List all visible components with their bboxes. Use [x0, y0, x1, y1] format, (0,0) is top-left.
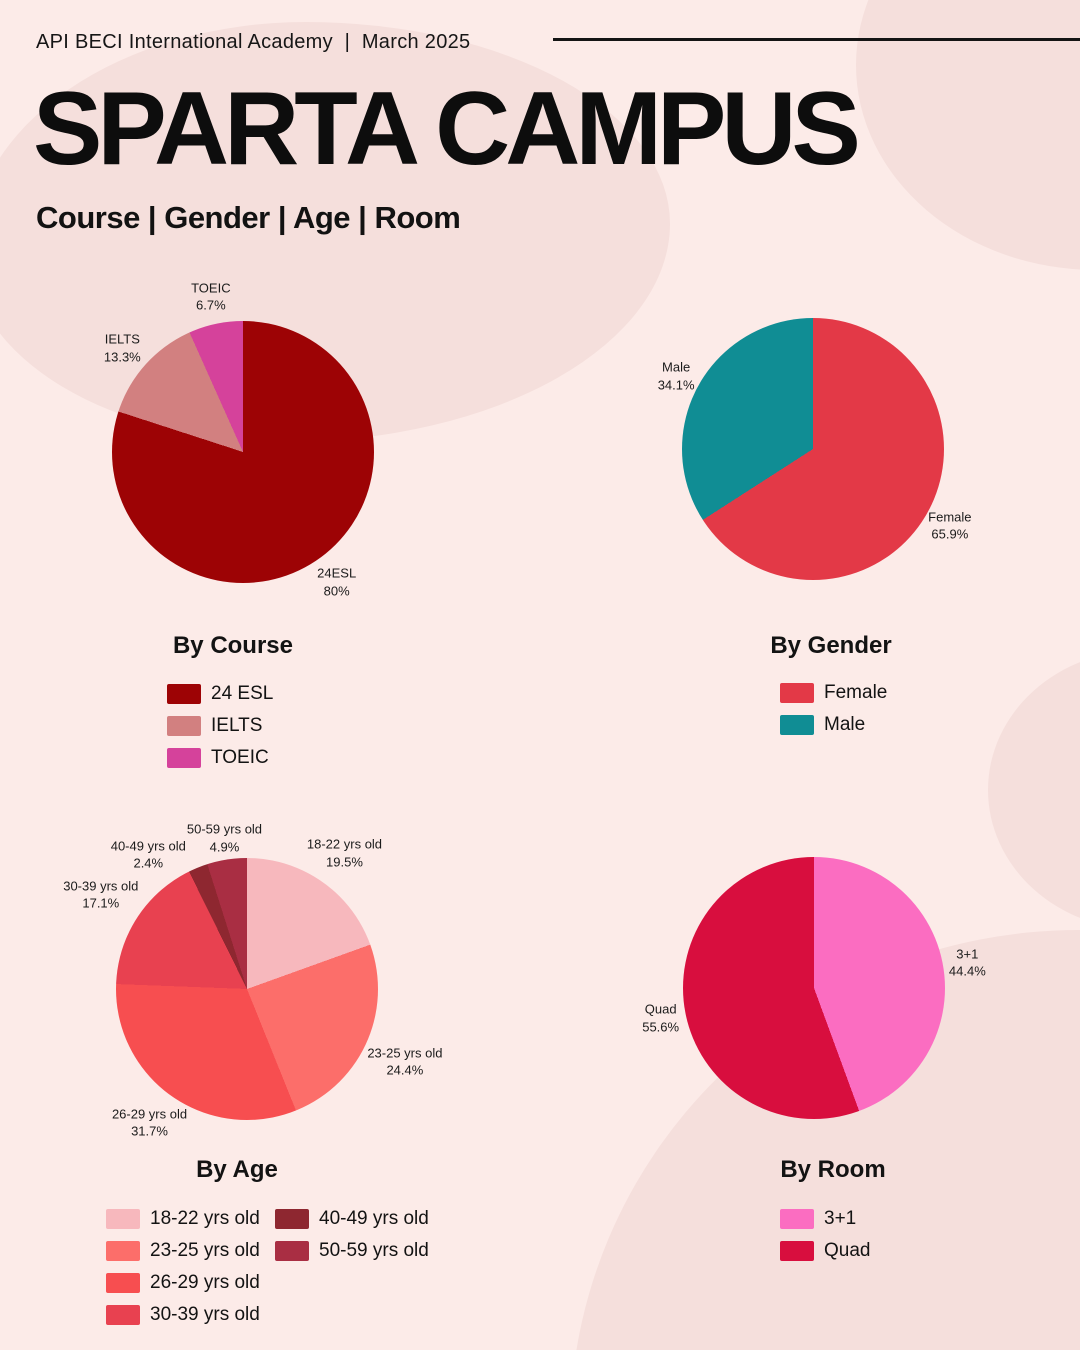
pie-label-name: 30-39 yrs old: [63, 878, 139, 894]
legend-swatch-female: [780, 683, 814, 703]
legend-swatch-toeic: [167, 748, 201, 768]
legend-label-50-59-yrs-old: 50-59 yrs old: [319, 1240, 429, 1261]
legend-item-ielts: IELTS: [167, 710, 387, 742]
pie-label-name: Female: [928, 509, 972, 525]
pie-by-gender: [682, 318, 944, 580]
legend-by-course: 24 ESL IELTS TOEIC: [167, 678, 387, 774]
pie-label-50-59-yrs-old: 50-59 yrs old 4.9%: [187, 820, 262, 855]
legend-swatch-50-59-yrs-old: [275, 1241, 309, 1261]
legend-by-age: 18-22 yrs old 23-25 yrs old 26-29 yrs old 3…: [106, 1203, 444, 1331]
pie-label-percent: 80%: [323, 582, 350, 598]
legend-item-male: Male: [780, 709, 1000, 741]
pie-label-female: Female 65.9%: [928, 508, 971, 543]
page-subtitle: Course | Gender | Age | Room: [36, 200, 461, 235]
chart-title-by-age: By Age: [196, 1156, 278, 1183]
legend-label-40-49-yrs-old: 40-49 yrs old: [319, 1208, 429, 1229]
pie-label-quad: Quad 55.6%: [642, 1001, 679, 1036]
legend-swatch-23-25-yrs-old: [106, 1241, 140, 1261]
legend-label-toeic: TOEIC: [211, 747, 269, 768]
pie-label-percent: 24.4%: [386, 1062, 424, 1078]
legend-label-24-esl: 24 ESL: [211, 683, 274, 704]
pie-label-percent: 2.4%: [133, 855, 164, 871]
legend-item-26-29-yrs-old: 26-29 yrs old: [106, 1267, 275, 1299]
pie-label-percent: 34.1%: [657, 377, 695, 393]
legend-swatch-40-49-yrs-old: [275, 1209, 309, 1229]
legend-label-18-22-yrs-old: 18-22 yrs old: [150, 1208, 260, 1229]
legend-item-24-esl: 24 ESL: [167, 678, 387, 710]
pie-label-26-29-yrs-old: 26-29 yrs old 31.7%: [112, 1105, 187, 1140]
background-blob-bottom-right: [570, 930, 1080, 1350]
pie-label-name: Male: [662, 359, 691, 375]
pie-label-name: 26-29 yrs old: [111, 1105, 188, 1121]
pie-label-percent: 55.6%: [642, 1019, 680, 1035]
legend-swatch-ielts: [167, 716, 201, 736]
legend-swatch-male: [780, 715, 814, 735]
legend-swatch-30-39-yrs-old: [106, 1305, 140, 1325]
legend-label-30-39-yrs-old: 30-39 yrs old: [150, 1304, 260, 1325]
pie-label-name: 18-22 yrs old: [306, 836, 383, 852]
page-title: SPARTA CAMPUS: [33, 71, 861, 187]
pie-label-name: 24ESL: [317, 565, 357, 581]
pie-label-name: 40-49 yrs old: [110, 838, 186, 853]
legend-item-40-49-yrs-old: 40-49 yrs old: [275, 1203, 444, 1235]
pie-label-40-49-yrs-old: 40-49 yrs old 2.4%: [111, 837, 186, 872]
header-text: API BECI International Academy | March 2…: [36, 31, 471, 53]
legend-label-male: Male: [824, 714, 866, 735]
pie-label-male: Male 34.1%: [658, 359, 695, 394]
background-blob-mid-right: [988, 650, 1080, 930]
legend-item-50-59-yrs-old: 50-59 yrs old: [275, 1235, 444, 1267]
legend-label-26-29-yrs-old: 26-29 yrs old: [150, 1272, 260, 1293]
pie-label-name: 50-59 yrs old: [186, 821, 263, 837]
legend-item-female: Female: [780, 677, 1000, 709]
legend-swatch-18-22-yrs-old: [106, 1209, 140, 1229]
pie-label-percent: 65.9%: [931, 526, 969, 542]
legend-item-23-25-yrs-old: 23-25 yrs old: [106, 1235, 275, 1267]
legend-swatch-26-29-yrs-old: [106, 1273, 140, 1293]
legend-item-18-22-yrs-old: 18-22 yrs old: [106, 1203, 275, 1235]
pie-label-24-esl: 24ESL 80%: [317, 564, 356, 599]
legend-label-23-25-yrs-old: 23-25 yrs old: [150, 1240, 260, 1261]
chart-title-by-course: By Course: [172, 632, 294, 659]
header-divider-line: [553, 38, 1080, 41]
pie-label-30-39-yrs-old: 30-39 yrs old 17.1%: [63, 877, 138, 912]
pie-label-18-22-yrs-old: 18-22 yrs old 19.5%: [307, 836, 382, 871]
chart-title-by-gender: By Gender: [770, 632, 892, 659]
pie-by-age: [116, 858, 378, 1120]
pie-label-percent: 17.1%: [82, 895, 120, 911]
legend-by-gender: Female Male: [780, 677, 1000, 741]
pie-label-percent: 19.5%: [326, 854, 363, 870]
pie-label-percent: 4.9%: [209, 839, 240, 855]
legend-swatch-24-esl: [167, 684, 201, 704]
legend-item-toeic: TOEIC: [167, 742, 387, 774]
legend-label-female: Female: [824, 682, 888, 703]
pie-label-percent: 31.7%: [131, 1123, 168, 1139]
pie-label-23-25-yrs-old: 23-25 yrs old 24.4%: [367, 1044, 442, 1079]
legend-item-30-39-yrs-old: 30-39 yrs old: [106, 1299, 275, 1331]
pie-label-name: Quad: [644, 1001, 677, 1017]
legend-label-ielts: IELTS: [211, 715, 263, 736]
pie-label-name: 23-25 yrs old: [367, 1045, 443, 1061]
